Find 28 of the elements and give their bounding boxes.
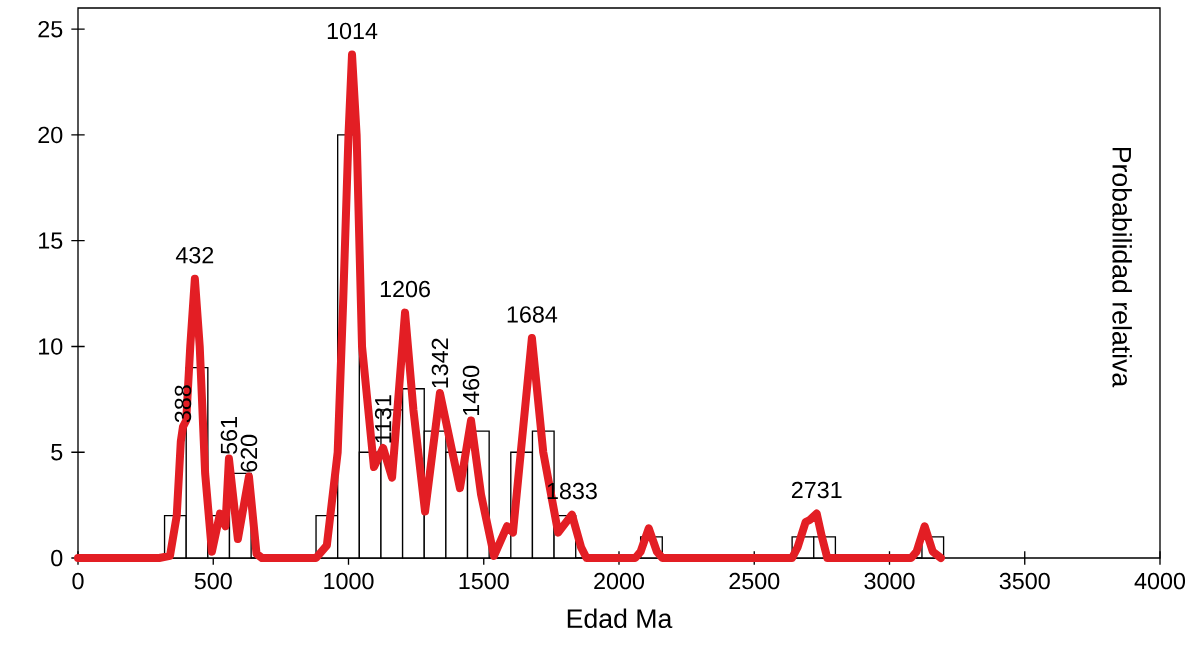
annotation: 620 [240,434,258,472]
y-tick-label: 10 [39,338,63,355]
x-tick-label: 500 [194,572,232,590]
annotation: 1684 [507,306,558,323]
x-axis-title: Edad Ma [567,608,673,629]
annotation: 2731 [791,481,842,499]
annotation: 388 [174,385,192,423]
annotation: 1206 [380,280,430,298]
y-tick-label: 15 [39,232,63,249]
x-tick-label: 2000 [594,572,645,590]
y-tick-label: 5 [51,444,63,461]
x-tick-label: 3000 [864,572,915,590]
y-tick-label: 0 [51,549,63,567]
annotation: 1460 [462,365,480,416]
annotation: 1014 [327,22,378,40]
x-tick-label: 0 [72,572,84,590]
x-tick-label: 2500 [729,572,780,590]
x-tick-label: 1500 [459,572,509,590]
annotation: 1131 [374,395,392,443]
annotation: 561 [220,417,238,454]
x-tick-label: 1000 [324,572,374,590]
y-tick-label: 25 [38,20,63,38]
y-tick-label: 20 [38,126,63,144]
y-axis-title: Probabilidad relativa [1112,147,1132,388]
annotation: 1342 [431,338,449,388]
annotation: 432 [175,246,214,264]
x-tick-label: 3500 [999,572,1050,590]
x-tick-label: 4000 [1134,572,1186,590]
